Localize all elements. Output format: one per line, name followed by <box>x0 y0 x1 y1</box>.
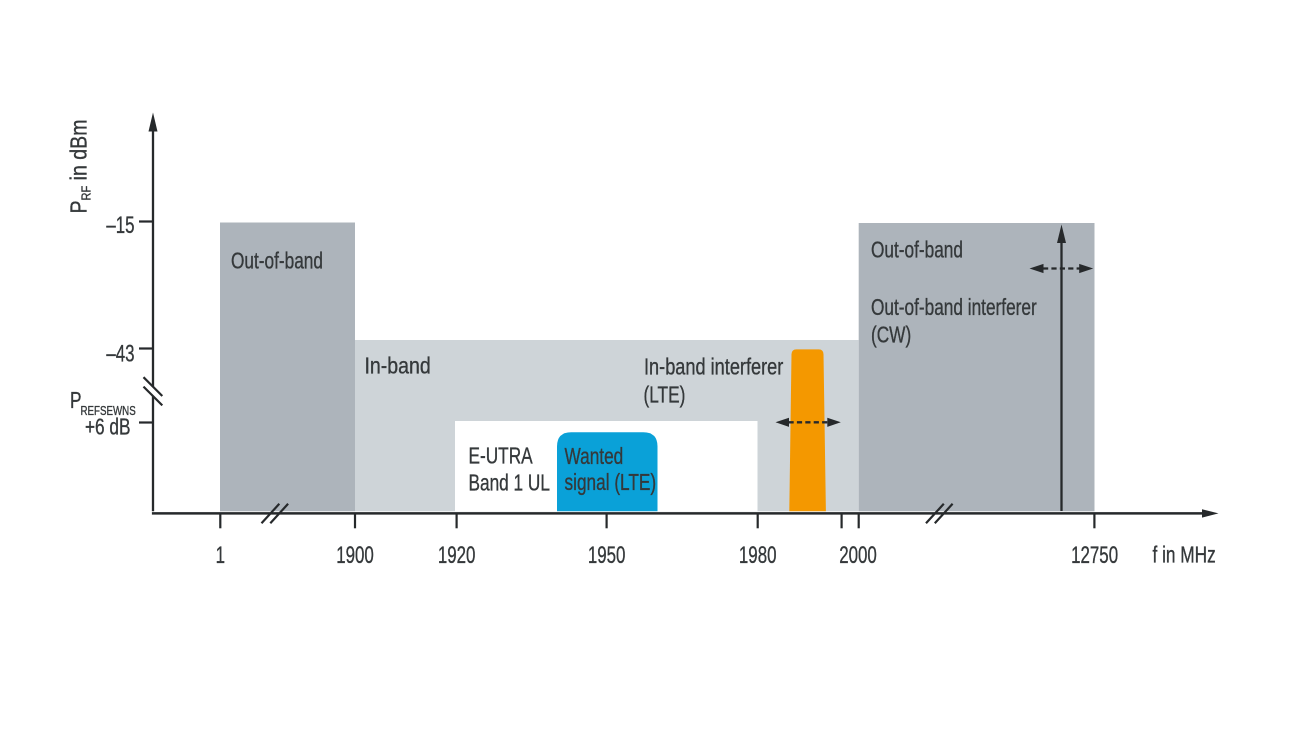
svg-text:(LTE): (LTE) <box>644 383 686 408</box>
svg-text:Band 1 UL: Band 1 UL <box>469 471 550 496</box>
svg-text:(CW): (CW) <box>871 323 911 348</box>
svg-text:1900: 1900 <box>336 542 374 569</box>
svg-text:+6 dB: +6 dB <box>85 415 131 440</box>
svg-text:P: P <box>70 389 82 414</box>
svg-text:12750: 12750 <box>1071 542 1118 569</box>
svg-text:–15: –15 <box>106 212 134 239</box>
svg-text:1: 1 <box>216 542 225 569</box>
svg-text:signal (LTE): signal (LTE) <box>565 471 657 496</box>
svg-text:–43: –43 <box>106 341 134 368</box>
svg-text:In-band: In-band <box>365 353 431 379</box>
svg-text:In-band interferer: In-band interferer <box>644 355 783 381</box>
svg-text:1950: 1950 <box>588 542 626 569</box>
svg-text:f in MHz: f in MHz <box>1153 543 1216 568</box>
svg-text:Out-of-band: Out-of-band <box>231 249 323 274</box>
svg-text:1920: 1920 <box>438 542 476 569</box>
svg-text:REFSEWNS: REFSEWNS <box>81 405 137 419</box>
svg-text:Wanted: Wanted <box>565 445 624 470</box>
svg-text:E-UTRA: E-UTRA <box>469 444 534 469</box>
svg-text:2000: 2000 <box>839 542 877 569</box>
svg-text:Out-of-band interferer: Out-of-band interferer <box>871 296 1037 321</box>
svg-text:1980: 1980 <box>739 542 777 569</box>
svg-text:Out-of-band: Out-of-band <box>871 238 963 263</box>
